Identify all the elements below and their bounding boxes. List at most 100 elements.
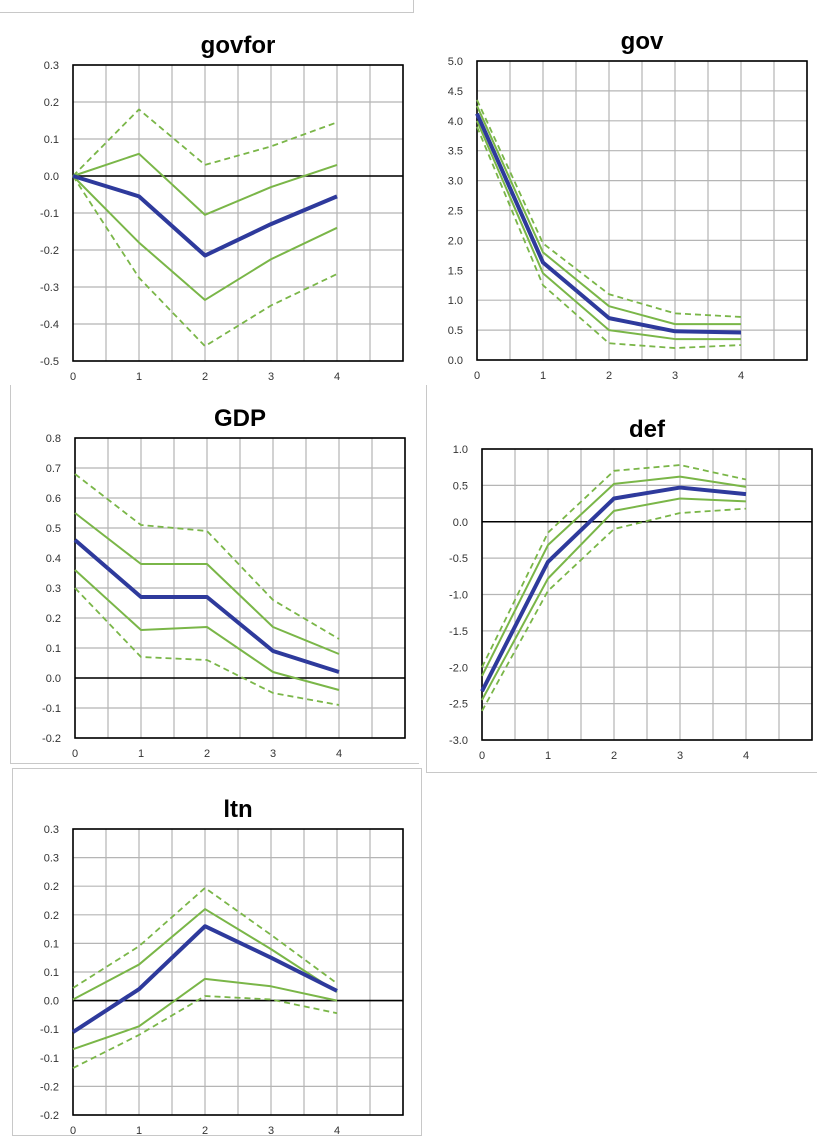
y-tick-label: 0.5 bbox=[46, 523, 61, 535]
y-tick-label: 1.0 bbox=[448, 295, 463, 307]
series-main-line bbox=[72, 174, 338, 258]
y-tick-label: 0.3 bbox=[44, 853, 59, 865]
x-tick-label: 3 bbox=[268, 1125, 274, 1136]
series-inner-band-line bbox=[74, 512, 340, 655]
chart-panel-govfor: 0.3 0.2 0.1 0.0 -0.1 -0.2 -0.3 -0.4 -0.5 0 1 2 3 4 gov… bbox=[0, 0, 415, 383]
y-tick-label: 0.3 bbox=[46, 583, 61, 595]
y-tick-label: -0.2 bbox=[40, 245, 59, 257]
y-tick-label: 4.5 bbox=[448, 86, 463, 98]
x-tick-label: 2 bbox=[204, 748, 210, 760]
series-outer-band-line bbox=[72, 108, 338, 177]
plot-area-border bbox=[72, 64, 404, 362]
series-outer-band-line bbox=[476, 126, 742, 349]
chart-svg-gov: 5.0 4.5 4.0 3.5 3.0 2.5 2.0 1.5 1.0 0.5 0.0 0 1 2 3 4 go… bbox=[448, 28, 808, 382]
y-tick-label: 0.0 bbox=[46, 673, 61, 685]
y-tick-label: -0.1 bbox=[42, 703, 61, 715]
y-tick-label: 0.8 bbox=[46, 433, 61, 445]
chart-svg-def: 1.0 0.5 0.0 -0.5 -1.0 -1.5 -2.0 -2.5 -3.0 0 1 2 3 4 de… bbox=[449, 416, 813, 762]
y-tick-label: 0.3 bbox=[44, 824, 59, 836]
panel-frame bbox=[10, 385, 419, 764]
x-tick-label: 1 bbox=[540, 370, 546, 382]
chart-title: GDP bbox=[214, 405, 266, 432]
series-inner-band-line bbox=[72, 152, 338, 216]
plot-area-border bbox=[476, 60, 808, 361]
y-tick-label: -0.1 bbox=[40, 1053, 59, 1065]
y-tick-label: 0.3 bbox=[44, 60, 59, 72]
chart-title: gov bbox=[621, 28, 664, 55]
chart-panel-ltn: 0.3 0.3 0.2 0.2 0.1 0.1 0.0 -0.1 -0.1 -0.2 -0.2 0 1 2… bbox=[0, 768, 425, 1136]
y-tick-label: 0.1 bbox=[44, 967, 59, 979]
panel-frame bbox=[0, 0, 414, 13]
x-tick-label: 4 bbox=[334, 371, 340, 383]
chart-panel-gdp: 0.8 0.7 0.6 0.5 0.4 0.3 0.2 0.1 0.0 -0.1 -0.2 0 1 2 3 4… bbox=[0, 385, 419, 770]
y-tick-label: -0.2 bbox=[42, 733, 61, 745]
y-tick-label: 0.1 bbox=[46, 643, 61, 655]
series-inner-band-line bbox=[481, 475, 747, 677]
series-outer-band-line bbox=[72, 995, 338, 1069]
x-tick-label: 3 bbox=[677, 750, 683, 762]
x-tick-label: 0 bbox=[70, 371, 76, 383]
y-tick-label: -0.1 bbox=[40, 208, 59, 220]
x-tick-label: 0 bbox=[474, 370, 480, 382]
y-tick-label: -0.5 bbox=[449, 553, 468, 565]
y-tick-label: -0.1 bbox=[40, 1024, 59, 1036]
y-tick-label: -1.5 bbox=[449, 626, 468, 638]
series-inner-band-line bbox=[72, 175, 338, 301]
chart-panel-gov: 5.0 4.5 4.0 3.5 3.0 2.5 2.0 1.5 1.0 0.5 0.0 0 1 2 3 4 go… bbox=[415, 0, 818, 382]
y-tick-label: 0.2 bbox=[44, 881, 59, 893]
y-tick-label: -0.5 bbox=[40, 356, 59, 368]
series-outer-band-line bbox=[476, 99, 742, 318]
series-outer-band-line bbox=[481, 464, 747, 668]
series-inner-band-line bbox=[72, 908, 338, 1001]
panel-frame bbox=[426, 385, 817, 773]
y-tick-label: 0.0 bbox=[44, 996, 59, 1008]
series-outer-band-line bbox=[72, 887, 338, 989]
series-inner-band-line bbox=[72, 977, 338, 1051]
x-tick-label: 1 bbox=[136, 371, 142, 383]
chart-title: govfor bbox=[201, 32, 276, 59]
series-main-line bbox=[73, 538, 340, 674]
y-tick-label: -3.0 bbox=[449, 735, 468, 747]
y-tick-label: -2.5 bbox=[449, 699, 468, 711]
x-tick-label: 3 bbox=[672, 370, 678, 382]
y-tick-label: 0.2 bbox=[44, 910, 59, 922]
series-outer-band-line bbox=[74, 587, 340, 706]
y-tick-label: 0.5 bbox=[448, 325, 463, 337]
y-tick-label: 0.4 bbox=[46, 553, 61, 565]
series-outer-band-line bbox=[74, 473, 340, 640]
y-tick-label: -0.3 bbox=[40, 282, 59, 294]
y-tick-label: -0.4 bbox=[40, 319, 59, 331]
y-tick-label: 0.0 bbox=[453, 517, 468, 529]
y-tick-label: 0.0 bbox=[44, 171, 59, 183]
y-tick-label: 0.1 bbox=[44, 134, 59, 146]
x-tick-label: 2 bbox=[202, 1125, 208, 1136]
y-tick-label: 3.5 bbox=[448, 146, 463, 158]
x-tick-label: 1 bbox=[136, 1125, 142, 1136]
series-main-line bbox=[475, 112, 742, 335]
y-tick-label: 1.5 bbox=[448, 265, 463, 277]
chart-svg-gdp: 0.8 0.7 0.6 0.5 0.4 0.3 0.2 0.1 0.0 -0.1 -0.2 0 1 2 3 4… bbox=[42, 405, 406, 760]
x-tick-label: 1 bbox=[545, 750, 551, 762]
y-tick-label: 2.0 bbox=[448, 235, 463, 247]
y-tick-label: 3.0 bbox=[448, 176, 463, 188]
y-tick-label: 5.0 bbox=[448, 56, 463, 68]
y-tick-label: -0.2 bbox=[40, 1110, 59, 1122]
chart-svg-govfor: 0.3 0.2 0.1 0.0 -0.1 -0.2 -0.3 -0.4 -0.5 0 1 2 3 4 gov… bbox=[40, 32, 404, 383]
x-tick-label: 0 bbox=[70, 1125, 76, 1136]
y-tick-label: 0.2 bbox=[44, 97, 59, 109]
x-tick-label: 1 bbox=[138, 748, 144, 760]
series-inner-band-line bbox=[74, 569, 340, 691]
y-tick-label: 0.5 bbox=[453, 480, 468, 492]
series-inner-band-line bbox=[476, 120, 741, 341]
x-tick-label: 2 bbox=[202, 371, 208, 383]
y-tick-label: 4.0 bbox=[448, 116, 463, 128]
series-main-line bbox=[480, 485, 747, 693]
y-tick-label: 0.6 bbox=[46, 493, 61, 505]
y-tick-label: 0.1 bbox=[44, 938, 59, 950]
y-tick-label: 2.5 bbox=[448, 206, 463, 218]
series-outer-band-line bbox=[481, 507, 747, 712]
plot-area-border bbox=[72, 828, 404, 1116]
y-tick-label: 0.7 bbox=[46, 463, 61, 475]
x-tick-label: 2 bbox=[611, 750, 617, 762]
chart-panel-def: 1.0 0.5 0.0 -0.5 -1.0 -1.5 -2.0 -2.5 -3.0 0 1 2 3 4 de… bbox=[418, 385, 818, 775]
